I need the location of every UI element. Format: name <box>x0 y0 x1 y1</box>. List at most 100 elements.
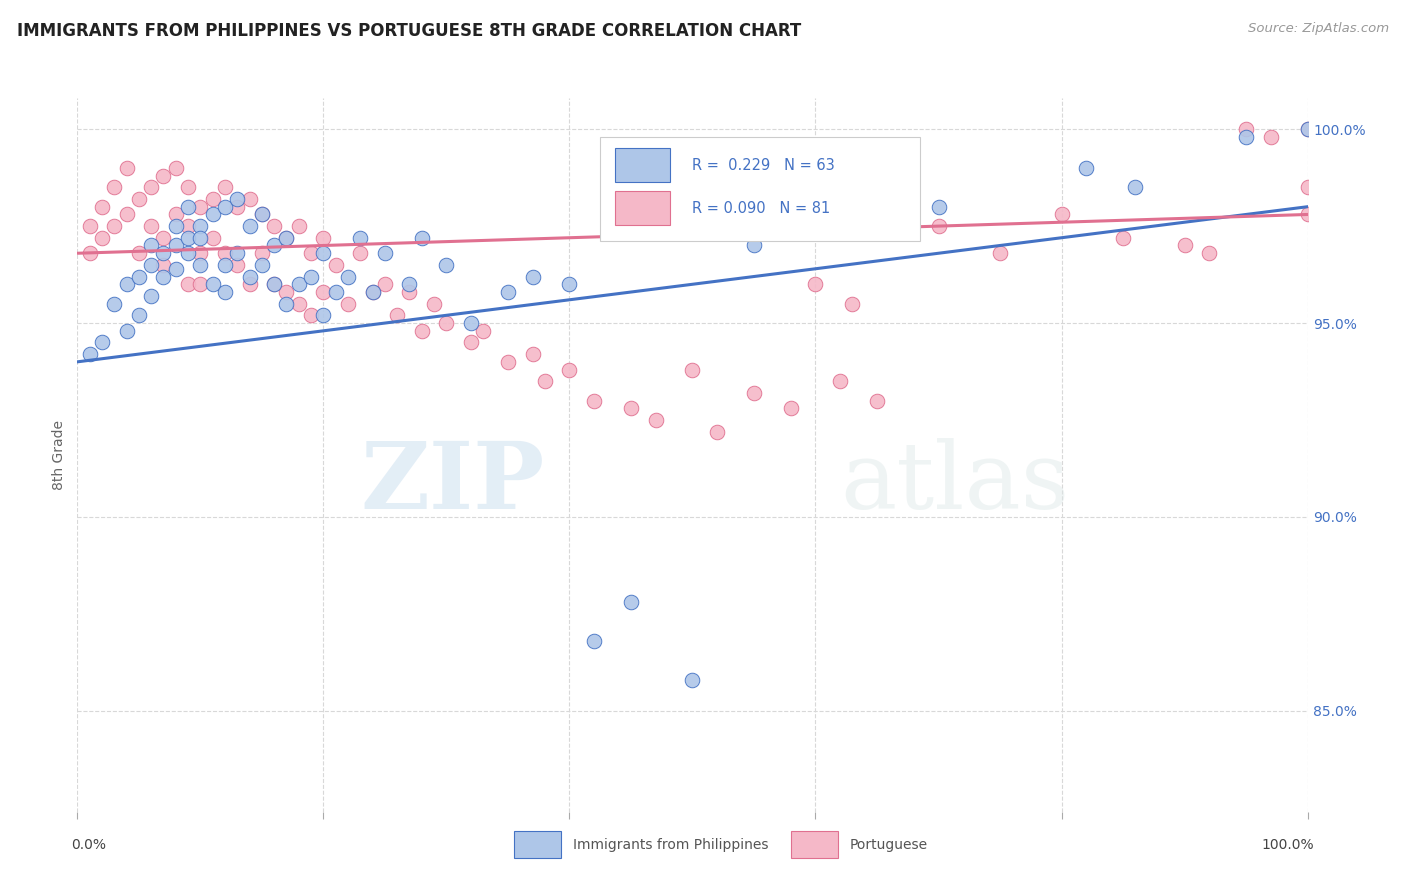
Point <box>177 231 200 245</box>
Text: atlas: atlas <box>841 439 1070 528</box>
Point <box>325 285 347 299</box>
Point <box>374 246 396 260</box>
Point <box>90 231 114 245</box>
Point <box>1296 180 1319 194</box>
Point <box>312 308 335 322</box>
Point <box>472 324 495 338</box>
Point <box>288 219 311 233</box>
Point <box>804 277 827 292</box>
Point <box>128 246 150 260</box>
Point <box>165 238 187 252</box>
Point <box>988 246 1011 260</box>
Point <box>165 219 187 233</box>
Point <box>226 246 249 260</box>
Point <box>263 277 285 292</box>
Point <box>141 180 163 194</box>
Point <box>263 238 285 252</box>
Point <box>239 192 262 206</box>
Point <box>620 401 643 416</box>
Point <box>620 595 643 609</box>
Point <box>201 231 224 245</box>
FancyBboxPatch shape <box>614 191 671 225</box>
Point <box>214 285 236 299</box>
Point <box>226 258 249 272</box>
Point <box>682 362 704 376</box>
Point <box>337 296 360 310</box>
Point <box>214 258 236 272</box>
Point <box>115 161 138 175</box>
Point <box>780 401 803 416</box>
Point <box>276 231 298 245</box>
Point <box>583 634 606 648</box>
Point <box>558 277 581 292</box>
Text: Portuguese: Portuguese <box>851 838 928 852</box>
Point <box>214 180 236 194</box>
FancyBboxPatch shape <box>600 137 920 241</box>
Point <box>190 200 212 214</box>
Point <box>128 192 150 206</box>
Text: Immigrants from Philippines: Immigrants from Philippines <box>574 838 769 852</box>
Point <box>1296 207 1319 221</box>
Point <box>90 200 114 214</box>
Point <box>928 200 950 214</box>
Point <box>190 246 212 260</box>
Point <box>1234 122 1257 136</box>
Point <box>742 385 765 400</box>
Point <box>250 246 273 260</box>
Point <box>1260 129 1282 144</box>
Point <box>152 246 174 260</box>
Point <box>115 324 138 338</box>
Y-axis label: 8th Grade: 8th Grade <box>52 420 66 490</box>
Point <box>460 335 482 350</box>
Point <box>177 180 200 194</box>
Point <box>841 296 863 310</box>
Point <box>436 258 458 272</box>
Point <box>337 269 360 284</box>
Point <box>141 289 163 303</box>
Point <box>201 207 224 221</box>
Point <box>165 261 187 276</box>
Point <box>288 277 311 292</box>
Point <box>299 269 322 284</box>
Point <box>558 362 581 376</box>
Point <box>398 285 420 299</box>
Point <box>115 207 138 221</box>
Point <box>276 296 298 310</box>
Point <box>165 207 187 221</box>
Point <box>214 200 236 214</box>
Point <box>804 161 827 175</box>
Point <box>214 246 236 260</box>
Point <box>1112 231 1135 245</box>
Point <box>103 219 125 233</box>
Point <box>190 231 212 245</box>
Point <box>177 277 200 292</box>
Point <box>239 269 262 284</box>
Point <box>152 169 174 183</box>
FancyBboxPatch shape <box>515 831 561 858</box>
Point <box>128 308 150 322</box>
Point <box>128 269 150 284</box>
Point <box>79 219 101 233</box>
FancyBboxPatch shape <box>614 148 671 182</box>
Point <box>177 246 200 260</box>
Point <box>299 246 322 260</box>
Point <box>276 231 298 245</box>
Point <box>79 347 101 361</box>
Point <box>1296 122 1319 136</box>
Point <box>141 238 163 252</box>
Point <box>250 207 273 221</box>
Point <box>263 277 285 292</box>
Point <box>79 246 101 260</box>
Point <box>312 285 335 299</box>
Point <box>349 246 371 260</box>
Point <box>742 238 765 252</box>
Point <box>460 316 482 330</box>
Point <box>226 200 249 214</box>
Point <box>152 269 174 284</box>
Point <box>201 192 224 206</box>
Point <box>312 231 335 245</box>
Point <box>312 246 335 260</box>
Point <box>496 355 519 369</box>
Point <box>250 258 273 272</box>
Point <box>866 393 889 408</box>
